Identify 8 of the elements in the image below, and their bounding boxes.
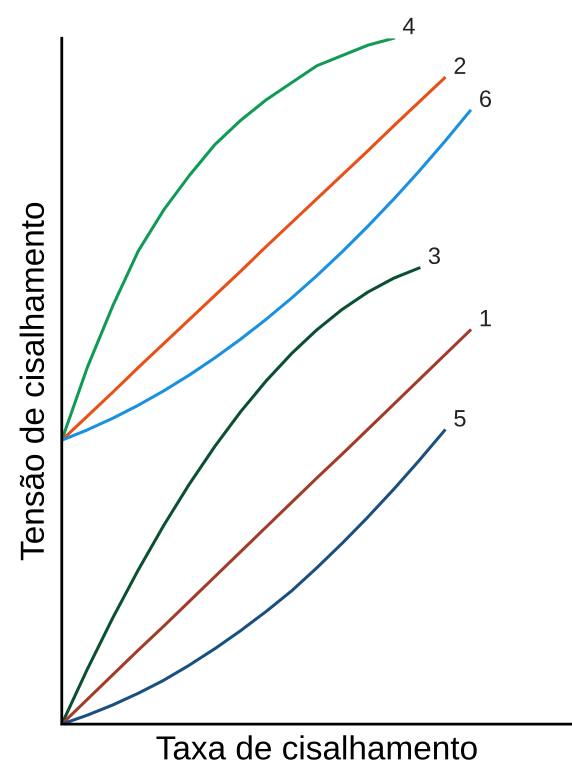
series-label: 6 <box>480 90 491 108</box>
x-axis-title: Taxa de cisalhamento <box>156 735 477 760</box>
series-label: 1 <box>480 310 491 326</box>
series-label: 4 <box>402 18 415 34</box>
y-axis-title: Tensão de cisalhamento <box>20 202 44 560</box>
series-label: 5 <box>454 410 466 427</box>
series-label: 3 <box>428 247 440 264</box>
series-label: 2 <box>454 57 466 74</box>
